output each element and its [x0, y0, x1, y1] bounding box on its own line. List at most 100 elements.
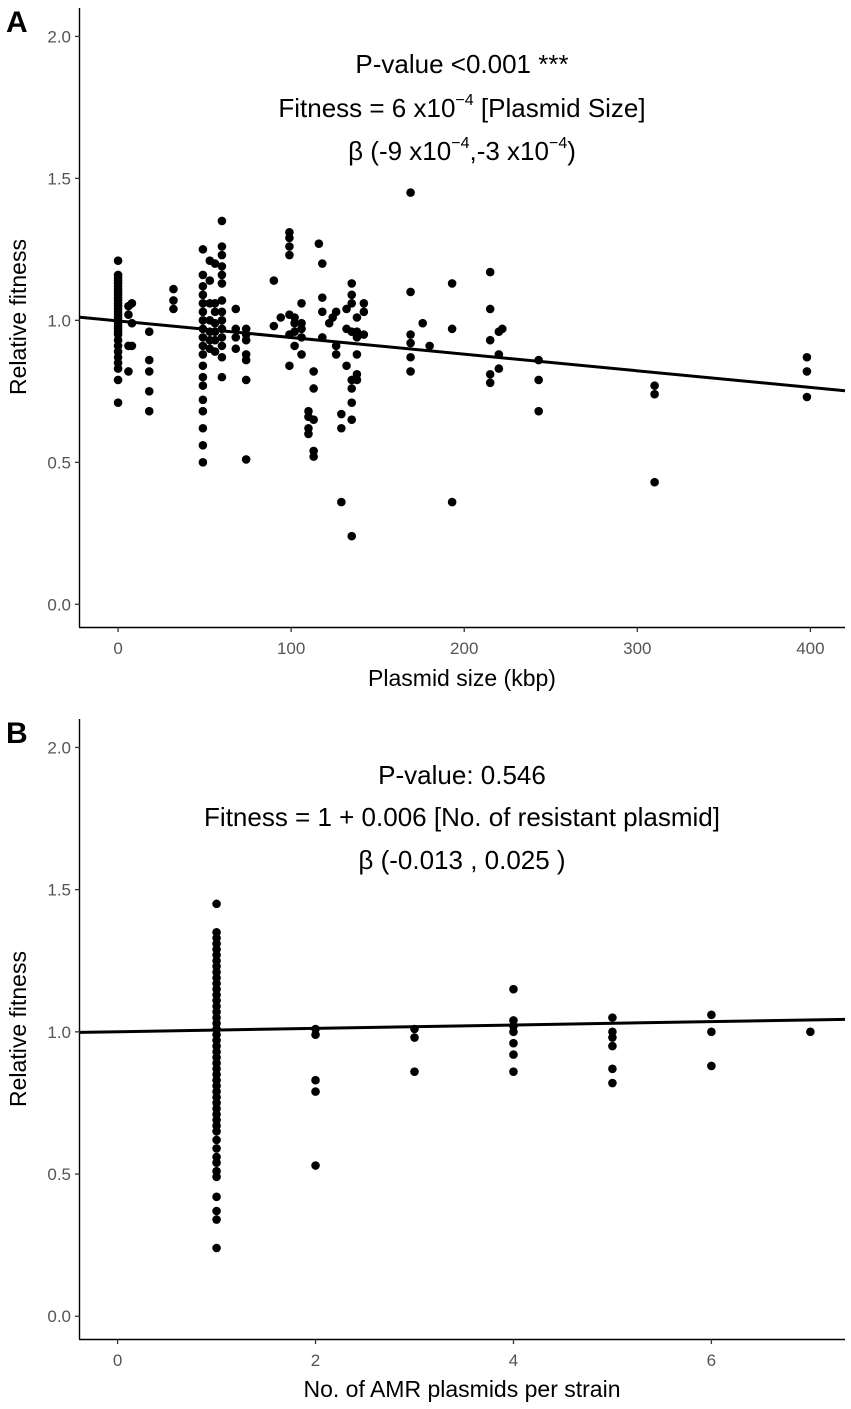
panel-b-data-point	[212, 1135, 221, 1145]
panel-a-data-point	[337, 409, 346, 419]
panel-b-y-tick-label: 1.0	[47, 1023, 71, 1042]
panel-a-data-point	[347, 398, 357, 407]
panel-a-data-point	[359, 307, 369, 317]
panel-a-data-point	[359, 330, 369, 339]
panel-b-x-tick-label: 6	[707, 1351, 716, 1370]
panel-a-data-point	[198, 333, 208, 342]
panel-a-fit-line	[79, 315, 846, 393]
panel-a-data-point	[347, 415, 357, 425]
panel-a-y-tick-label: 1.5	[47, 169, 71, 188]
panel-a-data-point	[347, 290, 357, 300]
panel-b: B 0.0 0.5 1.0 1.5 2.0 0 2 4 6 No. of AMR plasmi…	[5, 717, 846, 1402]
panel-a-data-point	[406, 352, 415, 362]
panel-a-data-point	[210, 318, 220, 328]
panel-b-x-axis-title: No. of AMR plasmids per strain	[303, 1376, 620, 1402]
panel-a-data-point	[231, 333, 241, 342]
panel-a-data-point	[352, 375, 362, 385]
panel-a-data-point	[352, 350, 362, 359]
panel-b-data-point	[212, 1127, 221, 1136]
panel-a-data-point	[198, 440, 208, 450]
panel-b-data-point	[212, 899, 221, 909]
panel-b-data-point	[311, 1030, 320, 1039]
panel-b-data-point	[509, 984, 518, 994]
panel-b-data-point	[509, 1050, 518, 1059]
panel-a-x-tick-label: 100	[277, 639, 305, 658]
panel-a-data-point	[650, 389, 659, 399]
panel-a-data-point	[304, 429, 313, 439]
panel-a-data-point	[113, 364, 123, 373]
panel-b-data-point	[608, 1013, 617, 1022]
panel-a-x-tick-label: 400	[796, 639, 824, 658]
panel-a-data-point	[347, 299, 357, 308]
panel-a-data-point	[309, 415, 318, 425]
panel-a-y-tick-label: 2.0	[47, 27, 71, 46]
panel-a-y-tick-label: 0.0	[47, 595, 71, 614]
panel-a-data-point	[650, 477, 659, 487]
panel-a-data-point	[802, 352, 812, 362]
panel-a-data-point	[217, 262, 227, 271]
panel-b-data-point	[509, 1027, 518, 1037]
panel-b-data-point	[212, 1206, 221, 1216]
panel-b-y-tick-label: 0.0	[47, 1307, 71, 1326]
panel-a-data-point	[337, 497, 346, 507]
panel-a-data-point	[290, 341, 299, 351]
panel-a-data-point	[217, 296, 227, 305]
panel-b-data-point	[311, 1087, 320, 1096]
panel-a-data-point	[318, 307, 327, 317]
panel-b-data-point	[410, 1067, 419, 1076]
panel-a-data-point	[290, 327, 299, 336]
panel-b-data-point	[608, 1033, 617, 1042]
panel-a-data-point	[198, 395, 208, 405]
panel-a-data-point	[241, 455, 251, 464]
panel-a-data-point	[269, 276, 279, 285]
panel-b-data-point	[608, 1064, 617, 1074]
panel-a-data-point	[318, 293, 327, 302]
panel-a-data-point	[285, 250, 294, 260]
panel-a-data-point	[276, 313, 286, 322]
panel-a-data-point	[241, 335, 251, 345]
panel-b-data-point	[608, 1078, 617, 1088]
panel-a-annotation-equation: Fitness = 6 x10−4 [Plasmid Size]	[278, 92, 645, 123]
panel-a-data-point	[198, 381, 208, 390]
panel-a-x-tick-label: 200	[450, 639, 478, 658]
panel-a-data-point	[198, 270, 208, 280]
panel-a-data-point	[285, 233, 294, 243]
panel-a-data-point	[124, 367, 133, 376]
panel-a-data-point	[241, 355, 251, 365]
panel-a-data-point	[198, 372, 208, 382]
panel-a-data-point	[144, 355, 154, 365]
panel-a-x-tick-label: 0	[113, 639, 122, 658]
panel-a-data-point	[217, 316, 227, 325]
panel-a-data-point	[534, 406, 543, 416]
panel-b-data-point	[212, 1158, 221, 1167]
panel-b-data-point	[212, 1243, 221, 1253]
panel-a-data-point	[169, 304, 178, 314]
panel-a-data-point	[217, 270, 227, 280]
panel-a-data-point	[342, 361, 351, 371]
panel-a-data-point	[210, 307, 220, 317]
panel-a-data-point	[198, 281, 208, 291]
panel-a-data-point	[210, 347, 220, 356]
panel-a-data-point	[425, 341, 434, 351]
panel-a-data-point	[205, 276, 215, 285]
panel-b-x-ticks: 0 2 4 6	[113, 1339, 716, 1370]
panel-a-x-ticks: 0 100 200 300 400	[113, 627, 825, 658]
panel-b-data-point	[608, 1041, 617, 1051]
panel-a-y-tick-label: 0.5	[47, 453, 71, 472]
panel-a-data-point	[198, 307, 208, 317]
panel-b-data-point	[311, 1075, 320, 1085]
panel-a-data-point	[331, 341, 341, 351]
panel-a-data-point	[406, 188, 415, 197]
panel-a-data-point	[318, 259, 327, 268]
panel-a-data-point	[217, 250, 227, 260]
panel-b-y-ticks: 0.0 0.5 1.0 1.5 2.0	[47, 738, 80, 1326]
panel-a-data-point	[485, 378, 495, 388]
panel-a-data-point	[418, 318, 427, 328]
panel-a-data-point	[494, 364, 504, 373]
panel-a-data-point	[113, 398, 123, 407]
panel-a-data-point	[447, 324, 457, 334]
panel-a-data-point	[198, 316, 208, 325]
panel-b-annotation-pvalue: P-value: 0.546	[378, 760, 546, 790]
panel-a-data-point	[802, 392, 812, 402]
